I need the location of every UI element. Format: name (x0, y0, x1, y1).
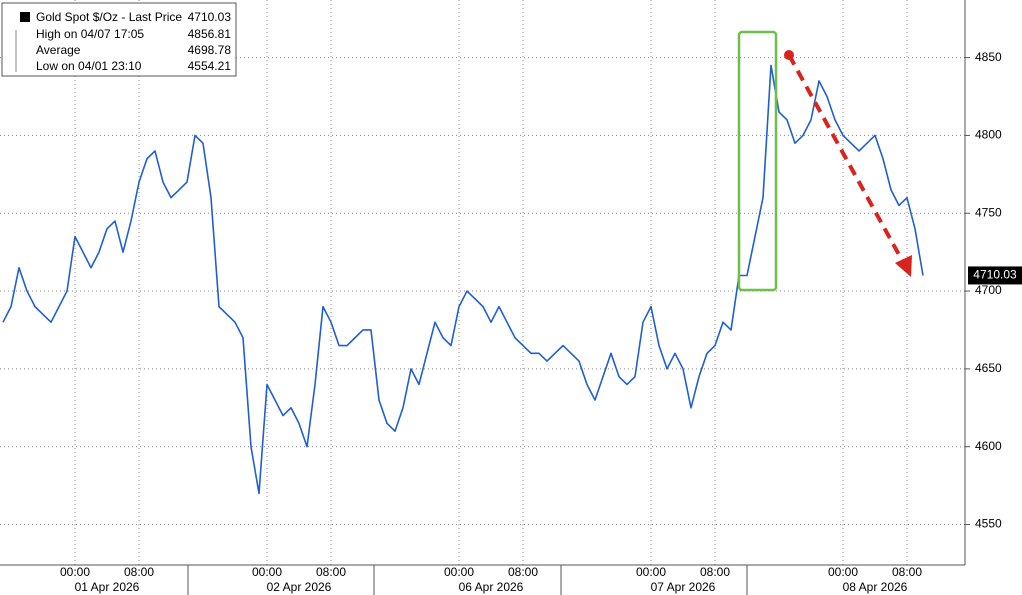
x-tick-label: 08:00 (316, 565, 346, 579)
x-tick-label: 08:00 (892, 565, 922, 579)
last-price-label: 4710.03 (973, 268, 1017, 282)
legend-value: 4710.03 (188, 10, 232, 24)
highlight-box (737, 30, 778, 292)
y-tick-label: 4700 (975, 283, 1002, 297)
legend-value: 4698.78 (188, 43, 232, 57)
x-tick-label: 00:00 (252, 565, 282, 579)
last-price-tag (968, 266, 1022, 285)
x-tick-label: 00:00 (444, 565, 474, 579)
x-tick-label: 08:00 (124, 565, 154, 579)
legend-box (1, 2, 237, 77)
y-tick-label: 4750 (975, 205, 1002, 219)
y-tick-label: 4850 (975, 50, 1002, 64)
legend-swatch (20, 12, 30, 22)
x-group-label: 02 Apr 2026 (267, 580, 332, 594)
day-separators (187, 565, 748, 595)
y-tick-label: 4800 (975, 128, 1002, 142)
legend-value: 4856.81 (188, 27, 232, 41)
trend-arrow-start (784, 50, 794, 60)
price-line (2, 64, 924, 495)
x-tick-label: 00:00 (828, 565, 858, 579)
x-group-label: 01 Apr 2026 (75, 580, 140, 594)
legend-series: Gold Spot $/Oz - Last Price (36, 10, 182, 24)
x-tick-label: 08:00 (508, 565, 538, 579)
x-tick-label: 08:00 (700, 565, 730, 579)
legend-label: Low on 04/01 23:10 (36, 59, 142, 73)
plot-area (0, 0, 965, 565)
x-group-label: 08 Apr 2026 (843, 580, 908, 594)
plot (2, 64, 924, 495)
legend-value: 4554.21 (188, 59, 232, 73)
y-tick-label: 4550 (975, 517, 1002, 531)
trend-arrow (787, 54, 905, 263)
y-tick-label: 4650 (975, 361, 1002, 375)
x-group-label: 07 Apr 2026 (651, 580, 716, 594)
x-group-label: 06 Apr 2026 (459, 580, 524, 594)
y-tick-label: 4600 (975, 439, 1002, 453)
x-tick-label: 00:00 (636, 565, 666, 579)
grid (0, 0, 965, 565)
trend-arrow-head (895, 255, 912, 277)
legend-label: Average (36, 43, 81, 57)
x-tick-label: 00:00 (60, 565, 90, 579)
legend: Gold Spot $/Oz - Last Price 4710.03 High… (1, 2, 237, 77)
legend-label: High on 04/07 17:05 (36, 27, 144, 41)
